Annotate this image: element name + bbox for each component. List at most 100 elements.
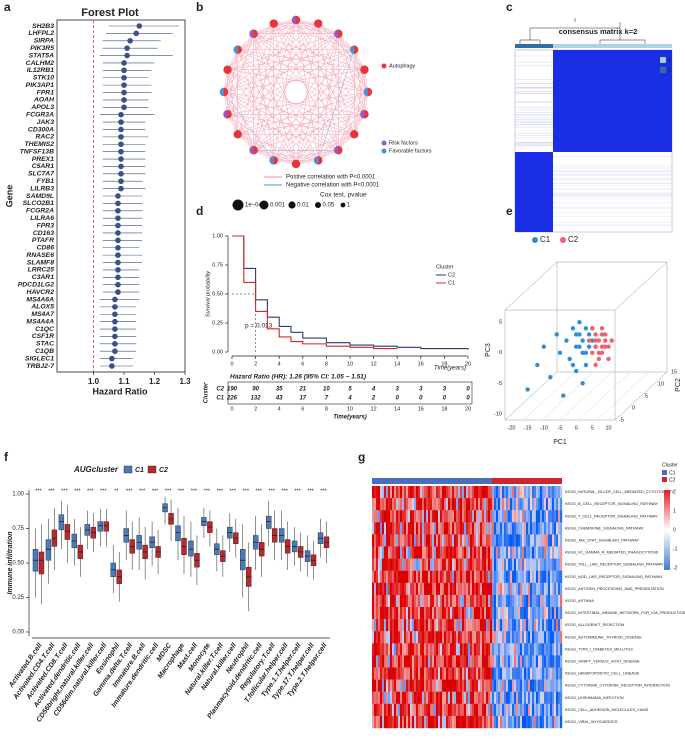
heat-cell: [534, 510, 537, 523]
heat-cell: [476, 582, 479, 596]
heat-cell: [470, 715, 473, 729]
heat-cell: [536, 703, 539, 717]
heat-cell: [530, 679, 533, 692]
heat-cell: [508, 486, 511, 499]
significance: ***: [281, 488, 288, 494]
heat-cell: [496, 546, 499, 559]
heat-cell: [390, 510, 393, 523]
risk-y-label: Cluster: [204, 382, 210, 403]
heat-cell: [540, 570, 543, 583]
heat-cell: [480, 679, 483, 692]
heat-cell: [512, 607, 515, 620]
heat-cell: [410, 655, 413, 668]
heat-cell: [374, 582, 377, 596]
heat-cell: [542, 594, 545, 608]
heat-cell: [532, 643, 535, 656]
heat-cell: [418, 715, 421, 729]
heat-cell: [492, 498, 495, 511]
heat-cell: [488, 534, 491, 547]
heat-cell: [434, 679, 437, 692]
heat-cell: [416, 486, 419, 499]
heat-cell: [528, 667, 531, 680]
heat-cell: [418, 498, 421, 511]
heat-cell: [388, 498, 391, 511]
heat-cell: [402, 715, 405, 729]
heat-cell: [392, 570, 395, 583]
heat-cell: [452, 631, 455, 644]
heat-cell: [490, 631, 493, 644]
heat-cell: [426, 534, 429, 547]
heat-cell: [376, 558, 379, 571]
row-label: KEGG_GRAFT_VERSUS_HOST_DISEASE: [565, 659, 640, 663]
heat-cell: [540, 655, 543, 668]
heat-cell: [558, 679, 561, 692]
chart-title: Forest Plot: [81, 7, 139, 19]
heat-cell: [472, 607, 475, 620]
heat-cell: [384, 498, 387, 511]
y-tick-label: 0.00: [212, 349, 223, 355]
heat-cell: [384, 679, 387, 692]
heat-cell: [508, 594, 511, 608]
colorbar-label: 2: [673, 489, 676, 495]
row-label: KEGG_CHEMOKINE_SIGNALING_PATHWAY: [565, 526, 644, 530]
heat-cell: [456, 582, 459, 596]
heat-cell: [430, 619, 433, 632]
heat-cell: [538, 619, 541, 632]
point: [606, 356, 611, 362]
heat-cell: [516, 619, 519, 632]
heat-cell: [390, 643, 393, 656]
heat-cell: [530, 534, 533, 547]
heat-cell: [426, 594, 429, 608]
heat-cell: [518, 534, 521, 547]
heat-cell: [512, 558, 515, 571]
point: [609, 338, 614, 343]
heat-cell: [478, 498, 481, 511]
heat-cell: [398, 582, 401, 596]
heat-cell: [416, 655, 419, 668]
heat-cell: [534, 631, 537, 644]
heat-cell: [520, 679, 523, 692]
heat-cell: [376, 498, 379, 511]
heat-cell: [454, 486, 457, 499]
heat-cell: [526, 631, 529, 644]
heat-cell: [372, 558, 375, 571]
heat-cell: [412, 534, 415, 547]
heat-cell: [418, 594, 421, 608]
gene-label: TNFSF13B: [20, 148, 54, 155]
x-tick-label: 20: [465, 361, 471, 367]
heat-cell: [518, 510, 521, 523]
heat-cell: [386, 498, 389, 511]
y-tick-label: 1.00: [212, 233, 223, 239]
heat-cell: [420, 594, 423, 608]
edge: [237, 19, 297, 135]
heat-cell: [536, 667, 539, 680]
heat-cell: [408, 486, 411, 499]
heat-cell: [394, 691, 397, 704]
heat-cell: [406, 631, 409, 644]
heat-cell: [508, 655, 511, 668]
heat-cell: [486, 715, 489, 729]
heat-cell: [422, 570, 425, 583]
heat-cell: [430, 643, 433, 656]
heat-cell: [484, 570, 487, 583]
heat-cell: [542, 510, 545, 523]
heat-cell: [508, 558, 511, 571]
heat-cell: [374, 667, 377, 680]
heat-cell: [400, 643, 403, 656]
x-tick-label: 10: [347, 361, 353, 367]
heat-cell: [452, 643, 455, 656]
heat-cell: [536, 558, 539, 571]
heat-cell: [534, 522, 537, 535]
heat-cell: [482, 486, 485, 499]
hr-point: [109, 363, 115, 369]
heat-cell: [446, 582, 449, 596]
colorbar: [664, 490, 670, 570]
heat-cell: [556, 667, 559, 680]
heat-cell: [454, 631, 457, 644]
gene-label: TRBJ2-7: [26, 363, 55, 370]
heat-cell: [538, 691, 541, 704]
heat-cell: [556, 558, 559, 571]
box-edge: [614, 371, 668, 421]
heat-cell: [534, 703, 537, 717]
heat-cell: [554, 667, 557, 680]
